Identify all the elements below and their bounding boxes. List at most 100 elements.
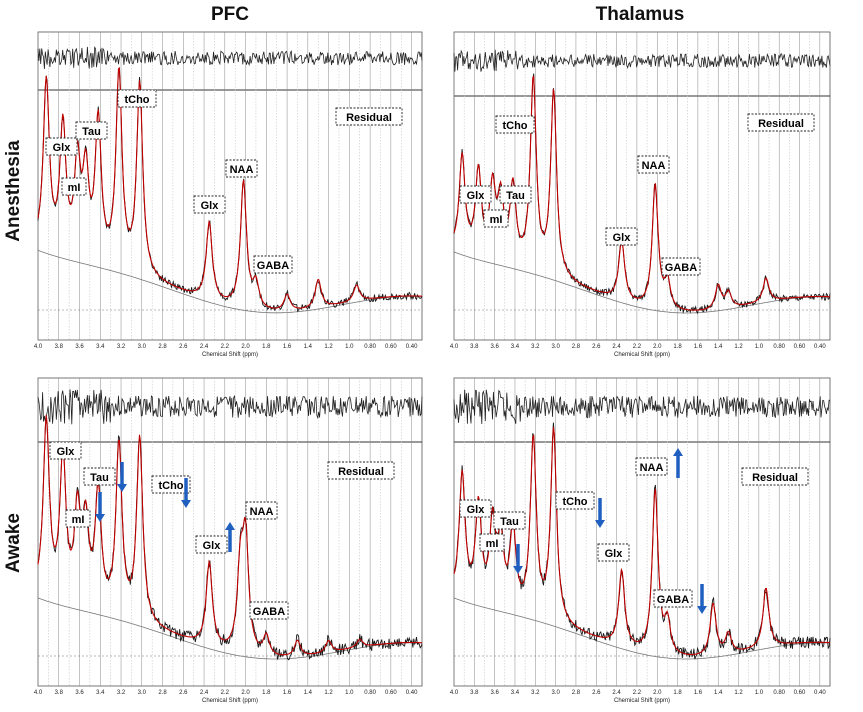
label-box — [151, 475, 191, 494]
x-tick-label: 4.0 — [450, 344, 459, 350]
label-text: Glx — [467, 504, 486, 516]
x-tick-label: 1.0 — [755, 344, 764, 350]
x-tick-label: 1.2 — [324, 690, 333, 696]
metabolite-label-residual: Residual — [747, 113, 815, 132]
x-tick-label: 0.60 — [794, 344, 806, 350]
x-tick-label: 2.8 — [158, 344, 167, 350]
residual-trace — [453, 49, 831, 72]
x-tick-label: 3.2 — [531, 690, 540, 696]
label-box — [741, 467, 809, 486]
metabolite-label-glx: Glx — [45, 137, 78, 156]
metabolite-label-glx: Glx — [605, 227, 638, 246]
residual-trace — [37, 389, 423, 425]
x-tick-label: 3.8 — [55, 690, 64, 696]
label-text: tCho — [562, 496, 587, 508]
x-tick-label: 1.0 — [755, 690, 764, 696]
metabolite-label-naa: NAA — [225, 159, 258, 178]
x-tick-label: 1.4 — [304, 690, 313, 696]
x-tick-label: 3.4 — [96, 344, 105, 350]
x-tick-label: 0.60 — [385, 690, 397, 696]
label-box — [555, 491, 595, 510]
arrow-down — [181, 478, 191, 508]
metabolite-label-gaba: GABA — [249, 601, 289, 620]
x-tick-label: 2.2 — [221, 690, 230, 696]
x-tick-label: 1.8 — [262, 344, 271, 350]
x-tick-label: 0.60 — [385, 344, 397, 350]
x-tick-label: 1.8 — [673, 690, 682, 696]
metabolite-label-glx: Glx — [49, 441, 82, 460]
x-tick-label: 1.2 — [734, 690, 743, 696]
x-tick-label: 2.4 — [612, 344, 621, 350]
x-tick-label: 1.2 — [734, 344, 743, 350]
label-text: Residual — [752, 472, 798, 484]
label-text: Tau — [90, 472, 109, 484]
label-box — [495, 115, 535, 134]
x-tick-label: 1.2 — [324, 344, 333, 350]
label-text: tCho — [158, 480, 183, 492]
label-box — [653, 589, 693, 608]
metabolite-label-tcho: tCho — [117, 89, 157, 108]
metabolite-label-tau: Tau — [83, 467, 116, 486]
label-text: Glx — [605, 548, 624, 560]
label-box — [605, 227, 638, 246]
x-tick-label: 3.4 — [511, 690, 520, 696]
label-text: Glx — [53, 142, 72, 154]
x-tick-label: 2.8 — [572, 690, 581, 696]
x-tick-label: 4.0 — [450, 690, 459, 696]
label-box — [49, 441, 82, 460]
fit-trace — [453, 75, 831, 311]
x-tick-label: 1.4 — [304, 344, 313, 350]
label-box — [335, 107, 403, 126]
metabolite-label-tau: Tau — [75, 121, 108, 140]
metabolite-label-glx: Glx — [193, 195, 226, 214]
arrow-down — [117, 462, 127, 492]
label-text: mI — [72, 514, 85, 526]
x-tick-label: 2.6 — [592, 690, 601, 696]
x-tick-label: 0.40 — [406, 690, 418, 696]
x-tick-label: 2.4 — [200, 344, 209, 350]
label-text: tCho — [502, 120, 527, 132]
x-tick-label: 3.6 — [75, 344, 84, 350]
label-text: Glx — [203, 540, 222, 552]
residual-trace — [37, 46, 423, 70]
x-tick-label: 3.6 — [490, 690, 499, 696]
metabolite-label-gaba: GABA — [253, 255, 293, 274]
label-box — [117, 89, 157, 108]
metabolite-label-gaba: GABA — [653, 589, 693, 608]
grid-lines — [37, 32, 412, 340]
x-axis-label: Chemical Shift (ppm) — [614, 698, 670, 704]
x-tick-label: 2.2 — [633, 344, 642, 350]
arrow-down — [697, 584, 707, 614]
residual-trace — [453, 389, 831, 425]
label-text: Tau — [82, 126, 101, 138]
x-tick-label: 2.4 — [200, 690, 209, 696]
label-text: Glx — [467, 190, 486, 202]
x-tick-label: 3.2 — [117, 690, 126, 696]
label-box — [637, 155, 670, 174]
x-tick-label: 2.6 — [179, 690, 188, 696]
x-tick-label: 2.6 — [592, 344, 601, 350]
metabolite-label-tau: Tau — [499, 185, 532, 204]
x-tick-label: 1.0 — [345, 344, 354, 350]
arrow-down — [95, 492, 105, 522]
label-box — [225, 159, 258, 178]
arrow-head — [697, 606, 707, 614]
metabolite-label-naa: NAA — [637, 155, 670, 174]
label-text: Tau — [506, 190, 525, 202]
label-text: Residual — [338, 466, 384, 478]
baseline-curve — [37, 249, 422, 314]
metabolite-label-naa: NAA — [635, 457, 668, 476]
baseline-curve — [453, 251, 831, 314]
x-tick-label: 3.8 — [470, 690, 479, 696]
x-tick-label: 3.2 — [117, 344, 126, 350]
spectrum-panel-thalamus-anesthesia: 4.0 3.8 3.6 3.4 3.2 3.0 2.8 2.6 2.4 2.2 2.0 1.8 1.6 1… — [450, 31, 831, 358]
label-box — [661, 257, 701, 276]
x-tick-label: 2.4 — [612, 690, 621, 696]
metabolite-label-mi: mI — [61, 177, 87, 196]
metabolite-label-glx: Glx — [459, 185, 492, 204]
x-tick-label: 3.0 — [551, 344, 560, 350]
label-text: Tau — [500, 516, 519, 528]
x-tick-label: 0.40 — [814, 690, 826, 696]
x-tick-label: 3.0 — [138, 690, 147, 696]
arrow-head — [513, 566, 523, 574]
